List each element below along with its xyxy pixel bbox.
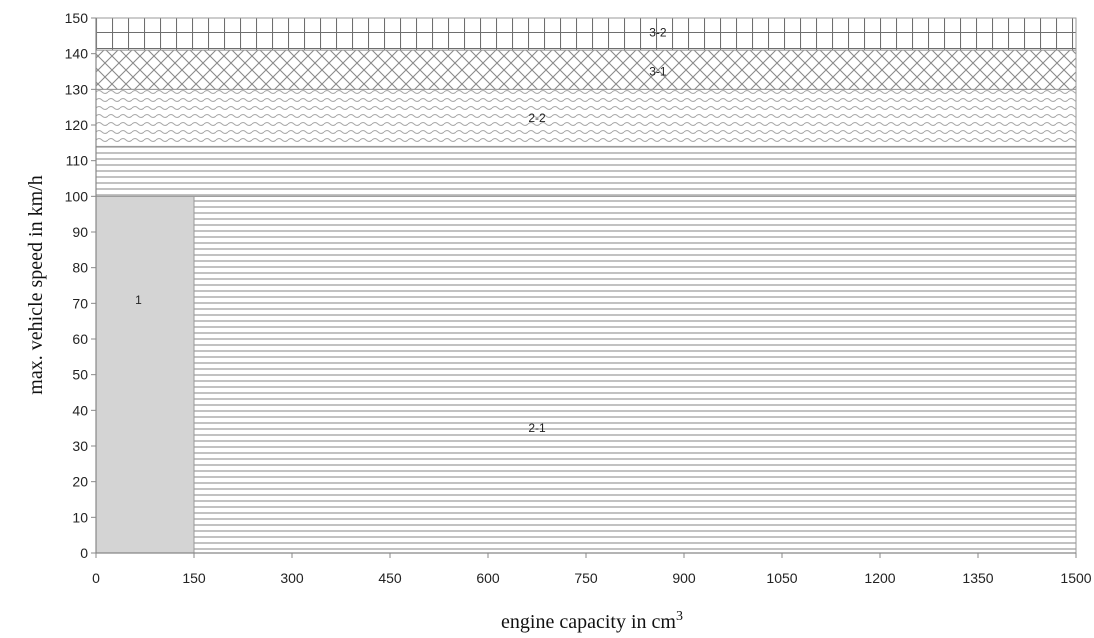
x-tick-label-1350: 1350 <box>962 570 993 586</box>
region-label-2-1: 2-1 <box>528 421 546 435</box>
y-tick-label-60: 60 <box>72 331 88 347</box>
region-2-1-2 <box>95 145 1077 197</box>
region-1-0 <box>95 195 195 554</box>
y-tick-label-150: 150 <box>65 10 89 26</box>
y-tick-label-90: 90 <box>72 224 88 240</box>
x-tick-label-900: 900 <box>672 570 696 586</box>
y-tick-label-50: 50 <box>72 367 88 383</box>
y-tick-label-70: 70 <box>72 295 88 311</box>
region-label-3-1: 3-1 <box>649 65 667 79</box>
region-3-1-4 <box>95 49 1077 90</box>
y-tick-label-20: 20 <box>72 474 88 490</box>
y-tick-label-120: 120 <box>65 117 89 133</box>
y-tick-label-30: 30 <box>72 438 88 454</box>
y-tick-label-80: 80 <box>72 260 88 276</box>
x-tick-label-1500: 1500 <box>1060 570 1091 586</box>
x-tick-label-600: 600 <box>476 570 500 586</box>
x-tick-label-150: 150 <box>182 570 206 586</box>
x-tick-label-1050: 1050 <box>766 570 797 586</box>
region-2-1-1 <box>193 195 1077 554</box>
y-tick-label-0: 0 <box>80 545 88 561</box>
x-tick-label-0: 0 <box>92 570 100 586</box>
x-axis-title: engine capacity in cm3 <box>501 609 683 633</box>
y-tick-label-130: 130 <box>65 81 89 97</box>
region-label-1: 1 <box>135 293 142 307</box>
region-label-2-2: 2-2 <box>528 111 546 125</box>
x-axis-title-text: engine capacity in cm <box>501 611 676 633</box>
x-tick-label-1200: 1200 <box>864 570 895 586</box>
y-tick-label-40: 40 <box>72 402 88 418</box>
region-2-2-3 <box>95 88 1077 147</box>
region-label-3-2: 3-2 <box>649 25 667 39</box>
y-tick-label-140: 140 <box>65 46 89 62</box>
y-tick-label-100: 100 <box>65 188 89 204</box>
region-3-2-5 <box>95 17 1077 51</box>
x-axis-title-superscript: 3 <box>676 609 683 624</box>
y-tick-label-110: 110 <box>66 153 89 169</box>
x-tick-label-300: 300 <box>280 570 304 586</box>
y-tick-label-10: 10 <box>72 509 88 525</box>
x-tick-label-750: 750 <box>574 570 598 586</box>
x-tick-label-450: 450 <box>378 570 402 586</box>
y-axis-title: max. vehicle speed in km/h <box>25 175 47 394</box>
